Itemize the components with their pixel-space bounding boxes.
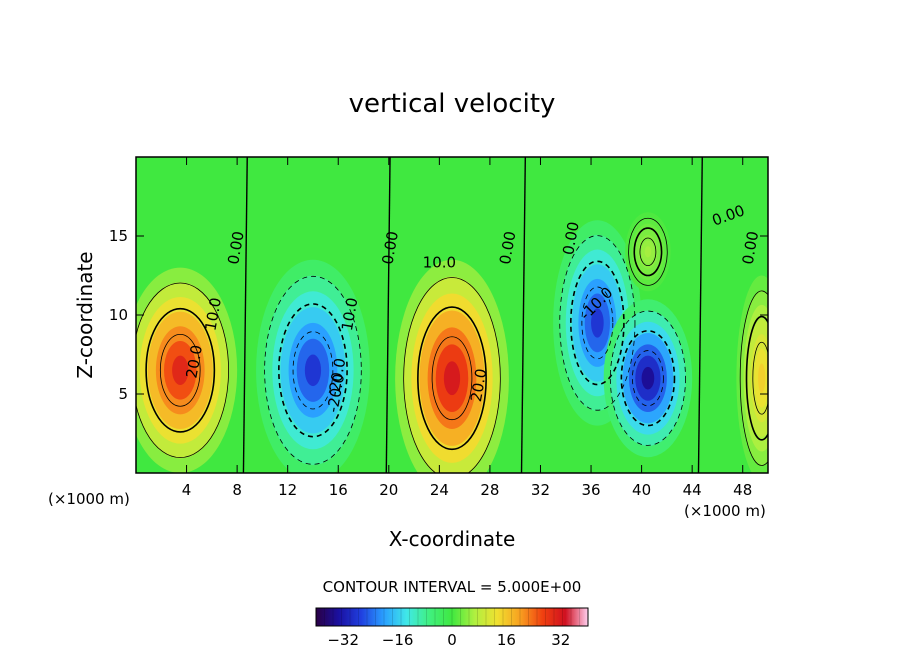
contour-label: 0.00	[496, 230, 520, 266]
velocity-cell	[304, 354, 322, 387]
velocity-cell	[443, 361, 461, 396]
velocity-cell	[758, 363, 766, 393]
x-axis: 4 8 12 16 20 24 28 32 36 40 44 48	[182, 157, 752, 499]
contour-label: 10.0	[338, 296, 362, 332]
contour-line	[632, 350, 664, 407]
colorbar-tick-label: −16	[382, 631, 414, 649]
z-unit-label: (×1000 m)	[48, 490, 130, 508]
velocity-cell	[172, 355, 189, 385]
colorbar-tick-label: −32	[327, 631, 359, 649]
x-tick-label: 4	[182, 481, 192, 499]
velocity-fills	[136, 212, 768, 473]
contour-line	[570, 260, 625, 386]
colorbar-tick-label: 32	[551, 631, 570, 649]
contour-line	[159, 333, 201, 407]
contour-label: 0.00	[739, 230, 763, 266]
x-tick-label: 40	[632, 481, 651, 499]
contour-line	[145, 307, 216, 433]
contour-label: 0.00	[224, 230, 248, 266]
colorbar-tick-label: 16	[497, 631, 516, 649]
zero-contour	[385, 157, 391, 473]
contour-label: 0.00	[559, 220, 583, 256]
x-tick-label: 8	[232, 481, 242, 499]
velocity-cell	[644, 246, 652, 258]
contour-line	[417, 306, 487, 451]
contour-label: 10.0	[423, 254, 456, 272]
x-tick-label: 12	[278, 481, 297, 499]
y-tick-label: 15	[109, 227, 128, 245]
y-tick-label: 5	[118, 385, 128, 403]
x-tick-label: 28	[480, 481, 499, 499]
zero-contour	[242, 157, 248, 473]
x-tick-label: 44	[683, 481, 702, 499]
x-tick-label: 48	[733, 481, 752, 499]
y-tick-label: 10	[109, 306, 128, 324]
x-tick-label: 36	[581, 481, 600, 499]
contour-line	[264, 275, 362, 465]
velocity-cell	[641, 366, 655, 390]
contour-line	[639, 237, 657, 267]
contour-line	[752, 341, 768, 415]
contour-label: 10.0	[201, 296, 225, 332]
y-axis: 5 10 15	[109, 227, 768, 403]
contour-line	[403, 277, 501, 473]
colorbar-strip	[315, 607, 589, 627]
contour-line	[292, 331, 334, 410]
contour-line	[620, 330, 676, 427]
zero-contour	[697, 157, 703, 473]
contour-line	[278, 303, 348, 438]
x-tick-label: 16	[329, 481, 348, 499]
x-axis-label: X-coordinate	[389, 527, 516, 551]
contour-line	[136, 282, 229, 458]
plot-area	[136, 157, 768, 473]
contour-line	[633, 227, 663, 277]
contour-line	[739, 290, 768, 466]
contour-line	[581, 286, 614, 360]
contour-line	[745, 315, 768, 441]
colorbar: −32 −16 0 16 32	[315, 607, 589, 649]
zero-contour	[520, 157, 527, 473]
x-tick-label: 24	[430, 481, 449, 499]
contour-line	[628, 217, 668, 286]
contour-lines	[136, 157, 768, 473]
x-tick-label: 32	[531, 481, 550, 499]
contour-label: 0.00	[378, 230, 402, 266]
contour-line	[609, 310, 686, 446]
y-axis-label: Z-coordinate	[73, 251, 97, 378]
contour-line	[431, 336, 473, 421]
chart-title: vertical velocity	[349, 89, 556, 119]
x-tick-label: 20	[379, 481, 398, 499]
colorbar-tick-label: 0	[447, 631, 457, 649]
contour-line	[559, 235, 636, 411]
contour-label: 20.0	[467, 367, 491, 403]
x-unit-label: (×1000 m)	[684, 502, 766, 520]
colorbar-ticks: −32 −16 0 16 32	[315, 608, 589, 649]
velocity-cell	[591, 308, 604, 338]
contour-interval-text: CONTOUR INTERVAL = 5.000E+00	[323, 578, 582, 596]
contour-label: 20.0	[183, 344, 207, 380]
